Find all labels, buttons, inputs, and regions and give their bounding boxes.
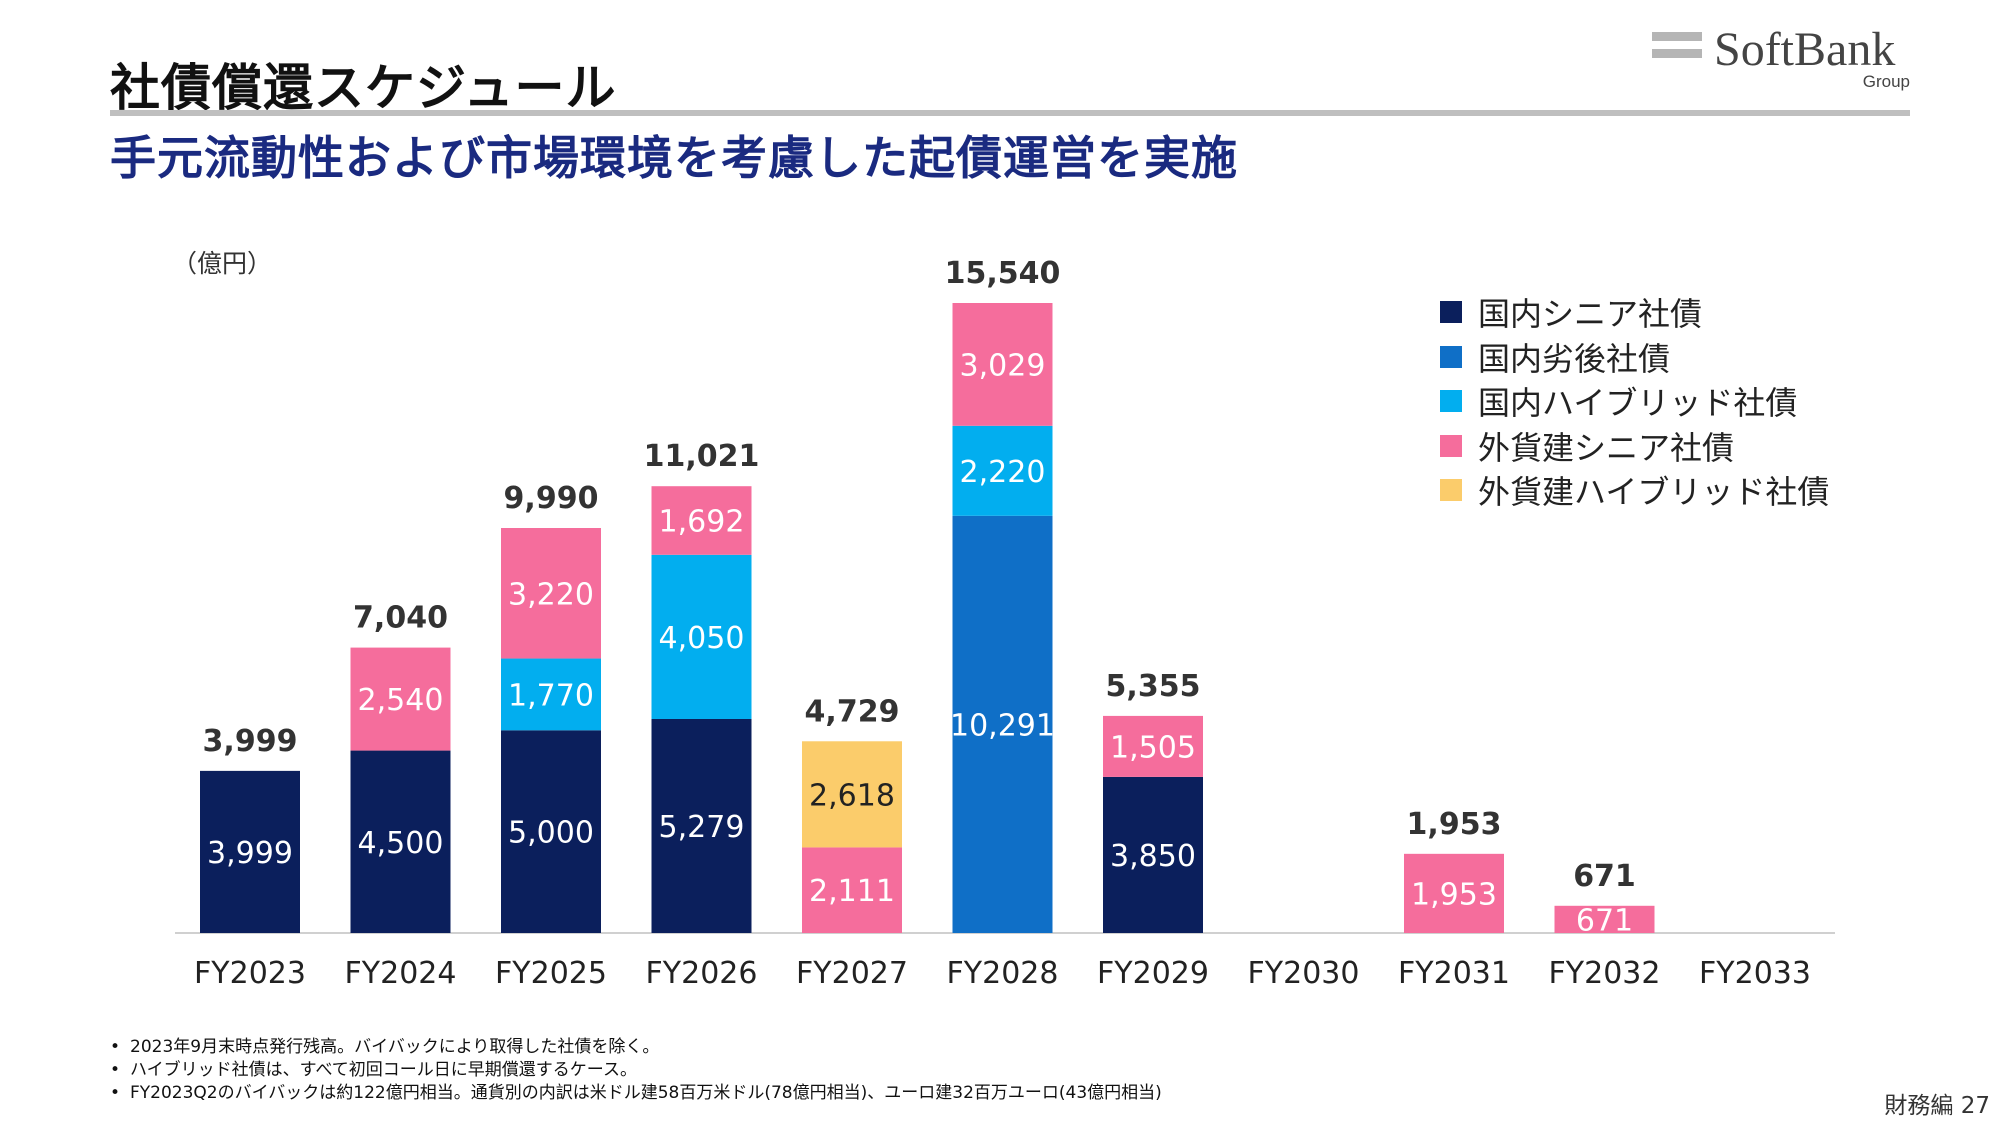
bar-total-label: 3,999 [203, 724, 298, 759]
legend-label: 外貨建シニア社債 [1478, 428, 1735, 467]
bar-total-label: 5,355 [1106, 669, 1201, 704]
segment-value-label: 10,291 [950, 708, 1055, 743]
legend-swatch [1440, 390, 1462, 413]
title-divider [110, 110, 1910, 116]
segment-value-label: 5,279 [659, 810, 745, 845]
segment-value-label: 2,111 [809, 874, 895, 909]
segment-value-label: 3,850 [1110, 839, 1196, 874]
footnote-text: ハイブリッド社債は、すべて初回コール日に早期償還するケース。 [130, 1060, 637, 1080]
bar-total-label: 15,540 [945, 256, 1061, 291]
bar-total-label: 7,040 [353, 601, 448, 636]
segment-value-label: 3,029 [960, 348, 1046, 383]
bar-segment [501, 528, 601, 659]
x-tick-label: FY2025 [495, 956, 607, 991]
legend-label: 国内劣後社債 [1478, 339, 1671, 378]
bar-segment [651, 718, 752, 933]
bar-segment [802, 741, 902, 848]
bar-segment [1103, 715, 1203, 777]
footnote-text: FY2023Q2のバイバックは約122億円相当。通貨別の内訳は米ドル建58百万米… [130, 1083, 1162, 1103]
bar-total-label: 671 [1573, 859, 1636, 894]
bar-segment [501, 730, 601, 933]
logo-bars-icon [1652, 32, 1702, 68]
legend-item: 外貨建ハイブリッド社債 [1440, 468, 1829, 513]
bar-total-label: 11,021 [644, 439, 760, 474]
bar-segment [1404, 853, 1504, 933]
footnote: • 2023年9月末時点発行残高。バイバックにより取得した社債を除く。 [110, 1037, 660, 1057]
x-tick-label: FY2024 [345, 956, 457, 991]
bar-segment [350, 647, 451, 751]
bar-total-label: 4,729 [805, 694, 900, 729]
legend-item: 国内ハイブリッド社債 [1440, 379, 1829, 424]
segment-value-label: 671 [1576, 903, 1633, 938]
segment-value-label: 3,220 [508, 577, 594, 612]
bar-segment [200, 770, 300, 933]
x-tick-label: FY2031 [1398, 956, 1510, 991]
footnotes: • 2023年9月末時点発行残高。バイバックにより取得した社債を除く。 • ハイブリ… [110, 1036, 1162, 1105]
segment-value-label: 1,692 [659, 505, 745, 540]
bar-segment [952, 303, 1053, 426]
segment-value-label: 1,505 [1110, 730, 1196, 765]
segment-value-label: 2,618 [809, 778, 895, 813]
legend-swatch [1440, 434, 1462, 457]
segment-value-label: 2,220 [960, 455, 1046, 490]
page-title: 社債償還スケジュール [110, 59, 617, 117]
bar-segment [952, 515, 1053, 933]
x-tick-label: FY2023 [194, 956, 306, 991]
bar-segment [501, 658, 601, 731]
legend-item: 国内シニア社債 [1440, 290, 1829, 335]
legend-label: 外貨建ハイブリッド社債 [1478, 473, 1830, 512]
page-subtitle: 手元流動性および市場環境を考慮した起債運営を実施 [110, 131, 1238, 185]
bar-segment [651, 486, 752, 555]
legend-swatch [1440, 301, 1462, 324]
bar-group: 3,999 3,999 FY2023 4,500 2,540 7,040 FY2024 5,0… [194, 256, 1811, 991]
legend-swatch [1440, 479, 1462, 502]
segment-value-label: 4,500 [358, 826, 444, 861]
y-unit-label: （億円） [172, 249, 272, 278]
bar-segment [802, 847, 902, 933]
bar-total-label: 9,990 [504, 481, 599, 516]
legend-item: 国内劣後社債 [1440, 335, 1829, 380]
segment-value-label: 1,953 [1411, 877, 1497, 912]
segment-value-label: 5,000 [508, 816, 594, 851]
x-tick-label: FY2026 [646, 956, 758, 991]
softbank-logo: SoftBank Group [1652, 23, 1912, 94]
page-number: 財務編 27 [1884, 1093, 1990, 1119]
legend-label: 国内ハイブリッド社債 [1478, 384, 1798, 423]
segment-value-label: 2,540 [358, 683, 444, 718]
chart-legend: 国内シニア社債 国内劣後社債国内ハイブリッド社債 外貨建シニア社債外貨建ハイブリッド… [1440, 290, 1829, 513]
legend-swatch [1440, 345, 1462, 368]
x-tick-label: FY2033 [1699, 956, 1811, 991]
segment-value-label: 3,999 [207, 836, 293, 871]
bar-segment [1554, 905, 1655, 933]
bar-segment [651, 554, 752, 719]
bar-segment [1103, 776, 1203, 933]
x-tick-label: FY2028 [947, 956, 1059, 991]
x-tick-label: FY2032 [1549, 956, 1661, 991]
x-tick-label: FY2029 [1097, 956, 1209, 991]
segment-value-label: 4,050 [659, 621, 745, 656]
bar-total-label: 1,953 [1407, 807, 1502, 842]
bar-segment [350, 750, 451, 933]
logo-subtext: Group [1862, 72, 1910, 91]
bar-segment [952, 425, 1053, 516]
legend-item: 外貨建シニア社債 [1440, 424, 1829, 469]
legend-label: 国内シニア社債 [1478, 295, 1703, 334]
logo-wordmark: SoftBank [1714, 23, 1896, 76]
x-tick-label: FY2030 [1248, 956, 1360, 991]
footnote-text: 2023年9月末時点発行残高。バイバックにより取得した社債を除く。 [130, 1037, 660, 1057]
x-tick-label: FY2027 [796, 956, 908, 991]
segment-value-label: 1,770 [508, 678, 594, 713]
footnote: • ハイブリッド社債は、すべて初回コール日に早期償還するケース。 [110, 1060, 637, 1080]
footnote: • FY2023Q2のバイバックは約122億円相当。通貨別の内訳は米ドル建58百万… [110, 1083, 1162, 1103]
